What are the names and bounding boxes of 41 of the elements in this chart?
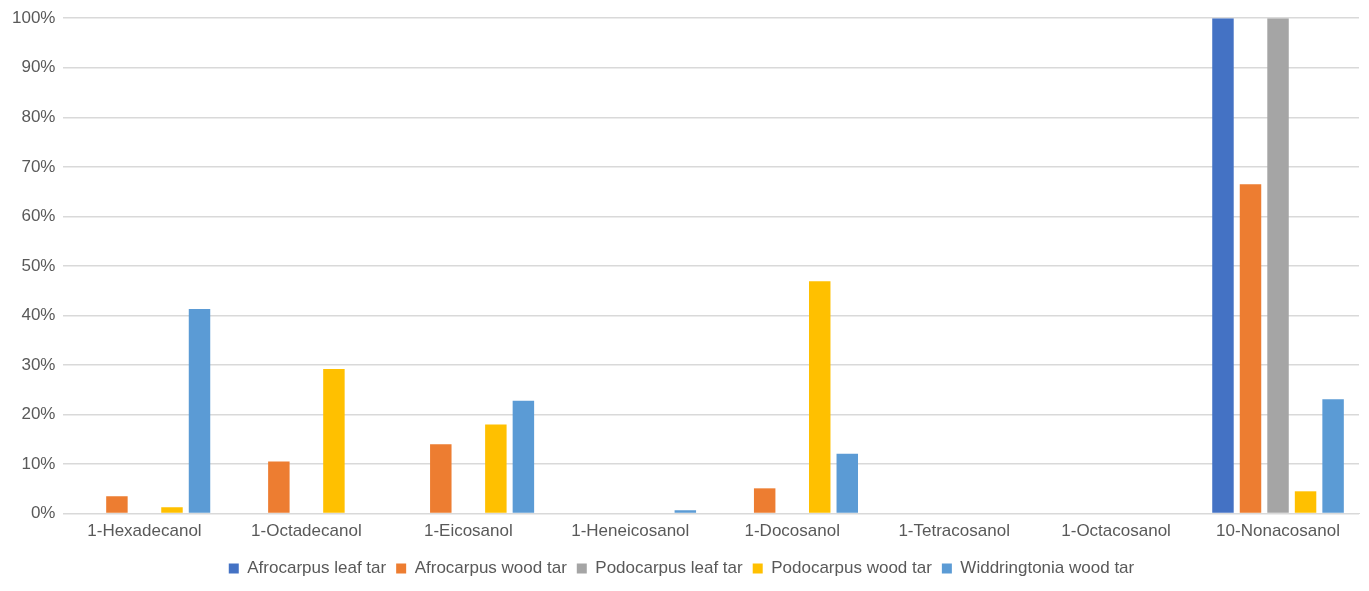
bar <box>1212 18 1234 513</box>
legend-label: Podocarpus leaf tar <box>595 558 744 578</box>
bar <box>430 444 452 513</box>
y-tick-label: 0% <box>30 503 56 523</box>
legend-label: Afrocarpus leaf tar <box>247 558 387 578</box>
bar <box>1294 491 1317 513</box>
x-tick-label: 1-Docosanol <box>744 521 840 541</box>
bar <box>1239 184 1262 513</box>
y-tick-label: 30% <box>21 354 56 374</box>
y-tick-label: 60% <box>21 206 56 226</box>
x-tick-label: 1-Eicosanol <box>423 521 513 541</box>
y-tick-label: 50% <box>21 255 56 275</box>
legend-label: Podocarpus wood tar <box>771 558 933 578</box>
y-tick-label: 40% <box>21 305 56 325</box>
y-tick-label: 90% <box>21 57 56 77</box>
bar <box>512 400 535 513</box>
x-tick-label: 1-Heneicosanol <box>571 521 690 541</box>
x-tick-label: 10-Nonacosanol <box>1216 521 1340 541</box>
bar <box>106 496 128 513</box>
bar <box>753 488 776 513</box>
y-tick-label: 100% <box>12 7 56 27</box>
x-tick-label: 1-Hexadecanol <box>87 521 202 541</box>
bar <box>485 424 507 513</box>
bar <box>674 510 697 513</box>
bar <box>323 368 345 513</box>
bar <box>268 461 290 513</box>
bar <box>809 281 831 513</box>
bar <box>188 309 211 513</box>
y-tick-label: 80% <box>21 106 56 126</box>
bar <box>161 507 183 513</box>
x-tick-label: 1-Octacosanol <box>1061 521 1171 541</box>
legend-label: Widdringtonia wood tar <box>960 558 1135 578</box>
legend-label: Afrocarpus wood tar <box>414 558 568 578</box>
bar <box>836 453 859 513</box>
y-tick-label: 10% <box>21 453 56 473</box>
bar <box>1267 18 1289 513</box>
x-tick-label: 1-Tetracosanol <box>898 521 1010 541</box>
y-tick-label: 70% <box>21 156 56 176</box>
bar <box>1322 399 1344 513</box>
x-tick-label: 1-Octadecanol <box>251 521 362 541</box>
y-tick-label: 20% <box>21 404 56 424</box>
